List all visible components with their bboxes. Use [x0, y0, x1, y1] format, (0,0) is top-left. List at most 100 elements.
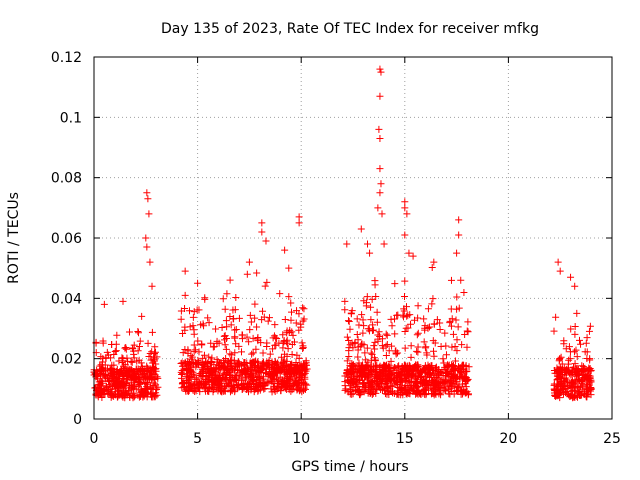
data-point [249, 378, 257, 386]
data-point [137, 392, 145, 400]
data-point [385, 391, 393, 399]
data-point [150, 393, 158, 401]
data-point [586, 375, 594, 383]
y-tick-label: 0.1 [60, 110, 82, 126]
data-point [378, 342, 386, 350]
data-point [200, 365, 208, 373]
data-point [422, 343, 430, 351]
data-point [406, 378, 414, 386]
data-point [563, 390, 571, 398]
data-point [579, 374, 587, 382]
data-point [114, 387, 122, 395]
data-point [231, 306, 239, 314]
data-point [371, 375, 379, 383]
data-point [585, 386, 593, 394]
data-point [153, 353, 161, 361]
data-point [454, 323, 462, 331]
data-point [370, 342, 378, 350]
data-point [383, 371, 391, 379]
data-point [567, 325, 575, 333]
data-point [355, 321, 363, 329]
data-point [367, 349, 375, 357]
data-point [212, 325, 220, 333]
data-point [453, 249, 461, 257]
data-point [287, 316, 295, 324]
data-point [220, 370, 228, 378]
data-point [259, 379, 267, 387]
data-point [273, 374, 281, 382]
data-point [582, 339, 590, 347]
data-point [377, 180, 385, 188]
data-point [279, 331, 287, 339]
data-point [226, 350, 234, 358]
data-point [452, 316, 460, 324]
data-point [392, 350, 400, 358]
data-point [447, 276, 455, 284]
data-point [399, 313, 407, 321]
data-point [130, 350, 138, 358]
data-point [455, 216, 463, 224]
data-point [413, 331, 421, 339]
data-point [213, 356, 221, 364]
data-point [354, 346, 362, 354]
data-point [401, 198, 409, 206]
data-point [429, 337, 437, 345]
data-point [462, 374, 470, 382]
data-point [394, 390, 402, 398]
data-point [374, 380, 382, 388]
data-point [569, 386, 577, 394]
data-point [407, 342, 415, 350]
data-point [284, 345, 292, 353]
data-point [238, 385, 246, 393]
data-point [348, 369, 356, 377]
data-point [374, 204, 382, 212]
data-point [243, 270, 251, 278]
data-point [552, 313, 560, 321]
data-point [287, 387, 295, 395]
data-point [142, 234, 150, 242]
data-point [256, 365, 264, 373]
data-point [207, 358, 215, 366]
data-point [181, 358, 189, 366]
data-point [387, 315, 395, 323]
data-point [421, 324, 429, 332]
data-point [300, 315, 308, 323]
data-point [152, 348, 160, 356]
data-point [290, 370, 298, 378]
data-point [190, 330, 198, 338]
x-tick-label: 5 [193, 431, 202, 447]
data-point [152, 360, 160, 368]
data-point [148, 282, 156, 290]
data-point [243, 333, 251, 341]
data-point [367, 303, 375, 311]
y-tick-label: 0.06 [51, 231, 82, 247]
data-point [402, 324, 410, 332]
data-point [376, 92, 384, 100]
data-point [187, 352, 195, 360]
data-point [442, 342, 450, 350]
data-point [179, 349, 187, 357]
data-point [222, 345, 230, 353]
data-point [387, 357, 395, 365]
data-point [298, 339, 306, 347]
data-point [270, 332, 278, 340]
data-point [347, 385, 355, 393]
data-point [239, 369, 247, 377]
data-point [378, 210, 386, 218]
data-point [232, 372, 240, 380]
data-point [573, 309, 581, 317]
data-point [400, 307, 408, 315]
data-point [387, 387, 395, 395]
data-point [412, 363, 420, 371]
data-point [571, 322, 579, 330]
data-point [151, 343, 159, 351]
data-point [403, 312, 411, 320]
data-point [443, 364, 451, 372]
data-point [254, 387, 262, 395]
data-point [119, 355, 127, 363]
data-point [146, 350, 154, 358]
data-point [271, 321, 279, 329]
data-point [463, 343, 471, 351]
data-point [453, 347, 461, 355]
